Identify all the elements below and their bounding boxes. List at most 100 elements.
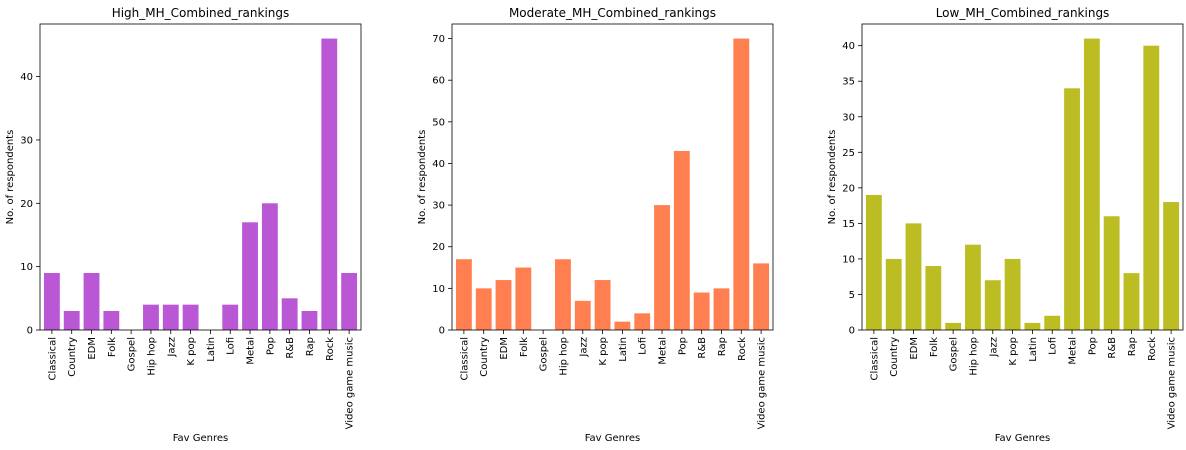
bar	[515, 267, 532, 330]
x-tick-label: Hip hop	[968, 337, 979, 376]
bar	[984, 280, 1001, 330]
bar	[143, 304, 159, 330]
bar	[905, 223, 922, 330]
bar	[83, 272, 100, 330]
bar	[1103, 216, 1120, 330]
y-tick-label: 0	[27, 326, 33, 337]
x-tick-label: Pop	[1087, 337, 1098, 355]
x-tick-label: Video game music	[345, 337, 356, 429]
bar	[634, 313, 651, 330]
y-tick-label: 20	[432, 242, 445, 253]
x-tick-label: Rock	[1147, 337, 1158, 361]
y-tick-label: 20	[842, 183, 855, 194]
bar	[321, 38, 338, 330]
x-tick-label: EDM	[499, 337, 510, 360]
x-tick-label: Lofi	[226, 337, 237, 355]
bar	[713, 288, 730, 330]
x-tick-label: Latin	[1028, 337, 1039, 362]
y-tick-label: 0	[439, 326, 445, 337]
y-tick-label: 30	[842, 112, 855, 123]
bar	[885, 258, 902, 330]
bar	[965, 244, 981, 330]
x-tick-label: EDM	[909, 337, 920, 360]
x-tick-label: Lofi	[1048, 337, 1059, 355]
x-tick-label: Folk	[929, 337, 940, 357]
bar	[495, 280, 512, 330]
x-tick-label: Pop	[265, 337, 276, 355]
chart-panel-1: 0 10 20 30 40 Classical Country EDM Folk Gospel Hi…	[5, 6, 362, 444]
bar	[43, 272, 60, 330]
x-tick-label: Folk	[519, 337, 530, 357]
y-tick-label: 30	[432, 201, 445, 212]
bar	[1004, 258, 1021, 330]
bar	[301, 310, 318, 330]
y-axis-label: No. of respondents	[5, 130, 16, 225]
y-tick-label: 10	[20, 262, 33, 273]
bar	[594, 280, 611, 330]
x-tick-label: Hip hop	[558, 337, 569, 376]
x-tick-label: Hip hop	[146, 337, 157, 376]
y-tick-label: 30	[20, 135, 33, 146]
y-tick-label: 25	[842, 148, 855, 159]
x-tick-label: Folk	[107, 337, 118, 357]
x-tick-label: Jazz	[988, 337, 999, 358]
x-tick-label: R&B	[697, 337, 708, 359]
chart-title: High_MH_Combined_rankings	[112, 6, 290, 20]
bar	[865, 194, 882, 330]
x-tick-label: K pop	[186, 337, 197, 366]
x-tick-label: Gospel	[127, 337, 138, 371]
x-tick-label: Jazz	[578, 337, 589, 358]
x-tick-label: Latin	[206, 337, 217, 362]
x-tick-label: Video game music	[757, 337, 768, 429]
x-tick-label: Pop	[677, 337, 688, 355]
x-tick-label: Metal	[658, 337, 669, 365]
bar	[281, 298, 298, 330]
y-tick-label: 10	[432, 284, 445, 295]
x-tick-label: R&B	[285, 337, 296, 359]
bar	[654, 205, 670, 330]
y-tick-label: 40	[842, 41, 855, 52]
bar	[945, 322, 962, 330]
x-tick-label: Country	[67, 337, 78, 377]
x-tick-label: K pop	[598, 337, 609, 366]
bar	[475, 288, 492, 330]
bar	[614, 321, 631, 330]
bar	[103, 310, 120, 330]
y-tick-label: 0	[849, 326, 855, 337]
y-tick-label: 15	[842, 219, 855, 230]
bar	[1044, 315, 1061, 330]
bar	[673, 150, 690, 330]
x-tick-label: Video game music	[1167, 337, 1178, 429]
x-tick-label: Metal	[246, 337, 257, 365]
y-axis-label: No. of respondents	[827, 130, 838, 225]
x-tick-label: Lofi	[638, 337, 649, 355]
x-tick-label: Country	[889, 337, 900, 377]
x-tick-label: Rap	[1127, 337, 1138, 356]
y-tick-label: 20	[20, 199, 33, 210]
y-axis-label: No. of respondents	[417, 130, 428, 225]
bar	[242, 222, 258, 330]
bar	[455, 259, 472, 330]
bar	[63, 310, 80, 330]
bar	[753, 263, 770, 330]
bar	[925, 266, 942, 330]
x-tick-label: Rock	[325, 337, 336, 361]
y-tick-label: 40	[432, 159, 445, 170]
x-tick-label: R&B	[1107, 337, 1118, 359]
y-tick-label: 5	[849, 290, 855, 301]
y-tick-label: 60	[432, 76, 445, 87]
bar	[555, 259, 571, 330]
y-tick-label: 35	[842, 77, 855, 88]
chart-panel-3: 0 5 10 15 20 25 30 35 40 Classical Country EDM Folk G…	[827, 6, 1184, 444]
x-axis-label: Fav Genres	[995, 433, 1051, 444]
bar	[182, 304, 199, 330]
bar	[1123, 273, 1140, 330]
bar	[1064, 88, 1080, 330]
x-tick-label: Rap	[305, 337, 316, 356]
y-tick-label: 40	[20, 72, 33, 83]
x-tick-label: Jazz	[166, 337, 177, 358]
bar	[261, 203, 278, 330]
x-tick-label: Metal	[1068, 337, 1079, 365]
x-tick-label: Gospel	[539, 337, 550, 371]
chart-title: Low_MH_Combined_rankings	[936, 6, 1110, 20]
